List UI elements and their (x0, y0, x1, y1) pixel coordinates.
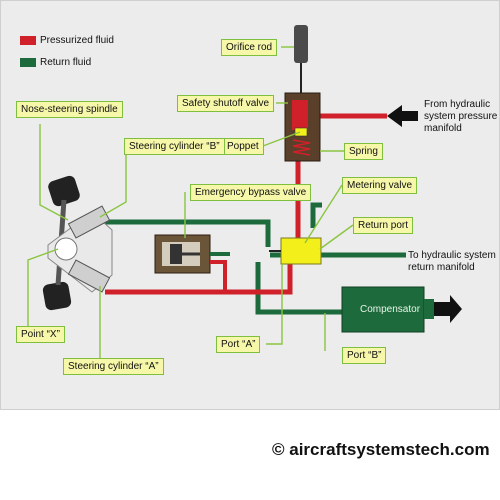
leader-point-x (27, 248, 59, 327)
poppet-shape (294, 127, 308, 137)
compensator-body (341, 286, 425, 333)
compensator-label: Compensator (360, 304, 421, 315)
nose-gear-assembly (42, 175, 113, 311)
callout-nose-steering-spindle: Nose-steering spindle (16, 101, 123, 118)
callout-point-x: Point “X” (16, 326, 65, 343)
nose-steering-spindle-shape (54, 237, 78, 261)
spring-shape (292, 139, 311, 156)
annotation-to-return-line1: To hydraulic system (408, 250, 496, 261)
nose-wheel-lower (42, 281, 72, 311)
callout-metering-valve: Metering valve (342, 177, 418, 194)
leader-nose-steering-spindle (39, 124, 69, 221)
leader-port-a (266, 264, 283, 345)
annotation-from-pressure-line1: From hydraulic (424, 99, 491, 110)
leader-poppet (262, 131, 301, 147)
annotation-from-pressure-line3: manifold (424, 123, 462, 134)
annotation-from-pressure-line2: system pressure (424, 111, 498, 122)
callout-steering-cylinder-a: Steering cylinder “A” (63, 358, 164, 375)
leader-return-port (319, 224, 354, 250)
copyright-credit: © aircraftsystemstech.com (272, 440, 490, 459)
callout-poppet: Poppet (222, 138, 264, 155)
poppet-chamber (292, 100, 308, 130)
return-line-upper (105, 219, 271, 247)
compensator-outlet-arrow (434, 295, 462, 323)
pressure-line-port-a (105, 262, 293, 295)
orifice-rod-shape (294, 25, 308, 63)
legend-swatch-return (20, 58, 36, 67)
callout-safety-shutoff-valve: Safety shutoff valve (177, 95, 275, 112)
callout-return-port: Return port (353, 217, 414, 234)
legend-label-pressurized: Pressurized fluid (40, 35, 114, 46)
leader-metering-valve (304, 184, 343, 244)
callout-spring: Spring (344, 143, 383, 160)
nose-wheel-upper (48, 175, 80, 207)
callout-steering-cylinder-b: Steering cylinder “B” (124, 138, 225, 155)
leader-steering-cylinder-b (99, 146, 127, 218)
inlet-arrow (387, 105, 418, 127)
legend-label-return: Return fluid (40, 57, 92, 68)
return-line-metering (310, 202, 322, 228)
callout-leaders (27, 46, 354, 358)
callout-orifice-rod: Orifice rod (221, 39, 278, 56)
metering-valve-body (280, 237, 322, 265)
bypass-valve-piston (170, 244, 182, 264)
return-line-port-b (255, 262, 345, 315)
steering-cylinder-a-shape (67, 259, 111, 293)
legend-swatch-pressurized (20, 36, 36, 45)
bypass-valve-pressure-link (210, 260, 227, 292)
callout-port-b: Port “B” (342, 347, 387, 364)
annotation-to-return-line2: return manifold (408, 262, 475, 273)
callout-emergency-bypass-valve: Emergency bypass valve (190, 184, 312, 201)
compensator-neck (424, 299, 434, 319)
callout-port-a: Port “A” (216, 336, 261, 353)
